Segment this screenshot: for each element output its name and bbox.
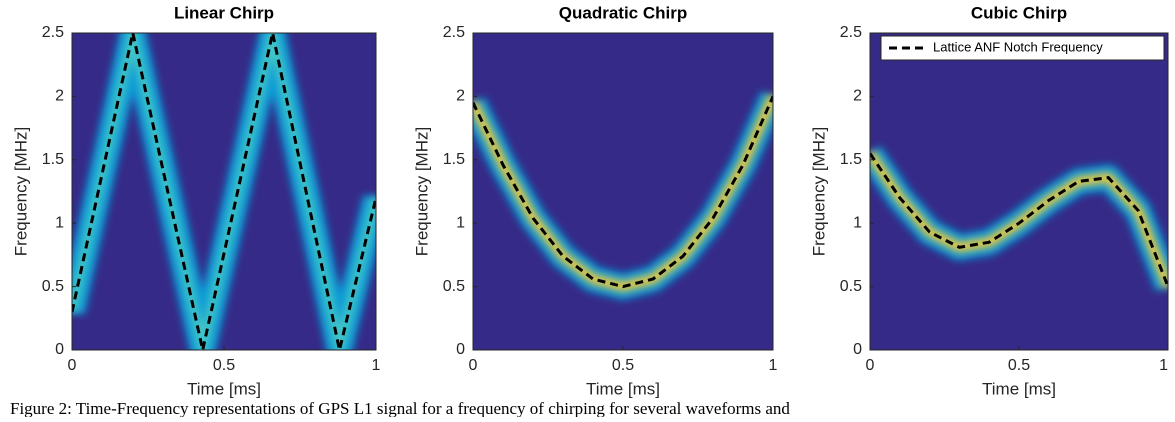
x-tick-label: 1	[769, 357, 778, 374]
y-tick-label: 1	[456, 214, 465, 231]
y-tick-label: 1	[55, 214, 64, 231]
plot-area	[473, 91, 773, 300]
y-tick-label: 2	[853, 88, 862, 105]
x-axis-label: Time [ms]	[187, 379, 261, 398]
y-tick-label: 0.5	[840, 278, 862, 295]
x-tick-label: 0.5	[213, 357, 235, 374]
y-tick-label: 0	[456, 341, 465, 358]
y-tick-label: 0	[55, 341, 64, 358]
y-tick-label: 0	[853, 341, 862, 358]
legend-label: Lattice ANF Notch Frequency	[933, 39, 1103, 54]
x-axis-label: Time [ms]	[586, 379, 660, 398]
y-tick-label: 2	[55, 88, 64, 105]
legend-box	[880, 35, 1165, 61]
plot-area	[72, 33, 376, 350]
x-axis-label: Time [ms]	[982, 379, 1056, 398]
y-tick-label: 2.5	[42, 24, 64, 41]
y-tick-label: 2.5	[443, 24, 465, 41]
y-tick-label: 1.5	[443, 151, 465, 168]
plot-area	[870, 146, 1168, 292]
x-tick-label: 0.5	[612, 357, 634, 374]
notch-line	[870, 152, 1168, 288]
y-axis-label: Frequency [MHz]	[809, 127, 828, 256]
chart-title: Cubic Chirp	[971, 3, 1067, 22]
y-tick-label: 2.5	[840, 24, 862, 41]
y-tick-label: 0.5	[42, 278, 64, 295]
x-tick-label: 1	[372, 357, 381, 374]
x-tick-label: 0	[68, 357, 77, 374]
y-tick-label: 1	[853, 214, 862, 231]
y-tick-label: 0.5	[443, 278, 465, 295]
x-tick-label: 0.5	[1008, 357, 1030, 374]
notch-line	[473, 95, 773, 289]
y-axis-label: Frequency [MHz]	[412, 127, 431, 256]
notch-line	[72, 33, 376, 350]
y-tick-label: 1.5	[840, 151, 862, 168]
caption: Figure 2: Time-Frequency representations…	[10, 399, 790, 417]
y-tick-label: 1.5	[42, 151, 64, 168]
x-tick-label: 0	[866, 357, 875, 374]
y-axis-label: Frequency [MHz]	[11, 127, 30, 256]
y-tick-label: 2	[456, 88, 465, 105]
x-tick-label: 1	[1159, 357, 1168, 374]
chart-title: Quadratic Chirp	[559, 3, 687, 22]
x-tick-label: 0	[469, 357, 478, 374]
chart-title: Linear Chirp	[174, 3, 274, 22]
